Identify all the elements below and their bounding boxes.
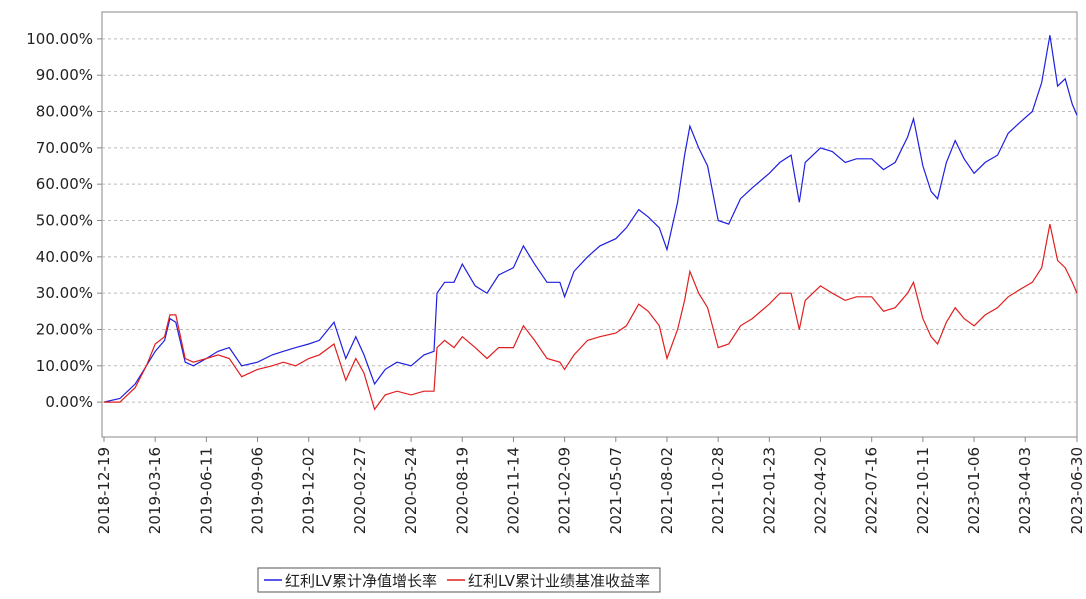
y-tick-label: 10.00% <box>36 357 93 375</box>
x-tick-label: 2020-02-27 <box>351 447 369 534</box>
legend-label: 红利LV累计业绩基准收益率 <box>468 572 650 590</box>
y-tick-label: 30.00% <box>36 284 93 302</box>
plot-frame <box>101 11 1078 438</box>
y-tick-label: 70.00% <box>36 139 93 157</box>
y-tick-label: 60.00% <box>36 175 93 193</box>
y-tick-label: 90.00% <box>36 66 93 84</box>
x-tick-label: 2020-11-14 <box>504 447 522 534</box>
series-line <box>103 35 1078 403</box>
x-tick-label: 2019-06-11 <box>197 447 215 534</box>
x-tick-label: 2019-03-16 <box>146 447 164 534</box>
x-tick-label: 2018-12-19 <box>95 447 113 534</box>
legend: 红利LV累计净值增长率 红利LV累计业绩基准收益率 <box>257 567 661 593</box>
x-tick-label: 2021-08-02 <box>658 447 676 534</box>
x-tick-label: 2020-05-24 <box>402 447 420 534</box>
y-tick-label: 40.00% <box>36 248 93 266</box>
x-tick-label: 2022-10-11 <box>914 447 932 534</box>
x-tick-label: 2022-07-16 <box>863 447 881 534</box>
y-tick-label: 100.00% <box>26 30 93 48</box>
series-line <box>104 223 1078 411</box>
x-tick-label: 2020-08-19 <box>453 447 471 534</box>
x-tick-label: 2019-12-02 <box>300 447 318 534</box>
x-tick-label: 2023-01-06 <box>965 447 983 534</box>
x-tick-label: 2023-06-30 <box>1068 447 1086 534</box>
x-tick-label: 2019-09-06 <box>249 447 267 534</box>
x-tick-label: 2023-04-03 <box>1016 447 1034 534</box>
legend-label: 红利LV累计净值增长率 <box>285 572 437 590</box>
y-tick-label: 0.00% <box>45 393 93 411</box>
x-tick-label: 2021-02-09 <box>556 447 574 534</box>
x-tick-label: 2021-10-28 <box>709 447 727 534</box>
x-tick-label: 2022-01-23 <box>760 447 778 534</box>
y-tick-label: 80.00% <box>36 103 93 121</box>
x-tick-label: 2021-05-07 <box>607 447 625 534</box>
y-tick-label: 50.00% <box>36 212 93 230</box>
y-tick-label: 20.00% <box>36 320 93 338</box>
x-tick-label: 2022-04-20 <box>812 447 830 534</box>
